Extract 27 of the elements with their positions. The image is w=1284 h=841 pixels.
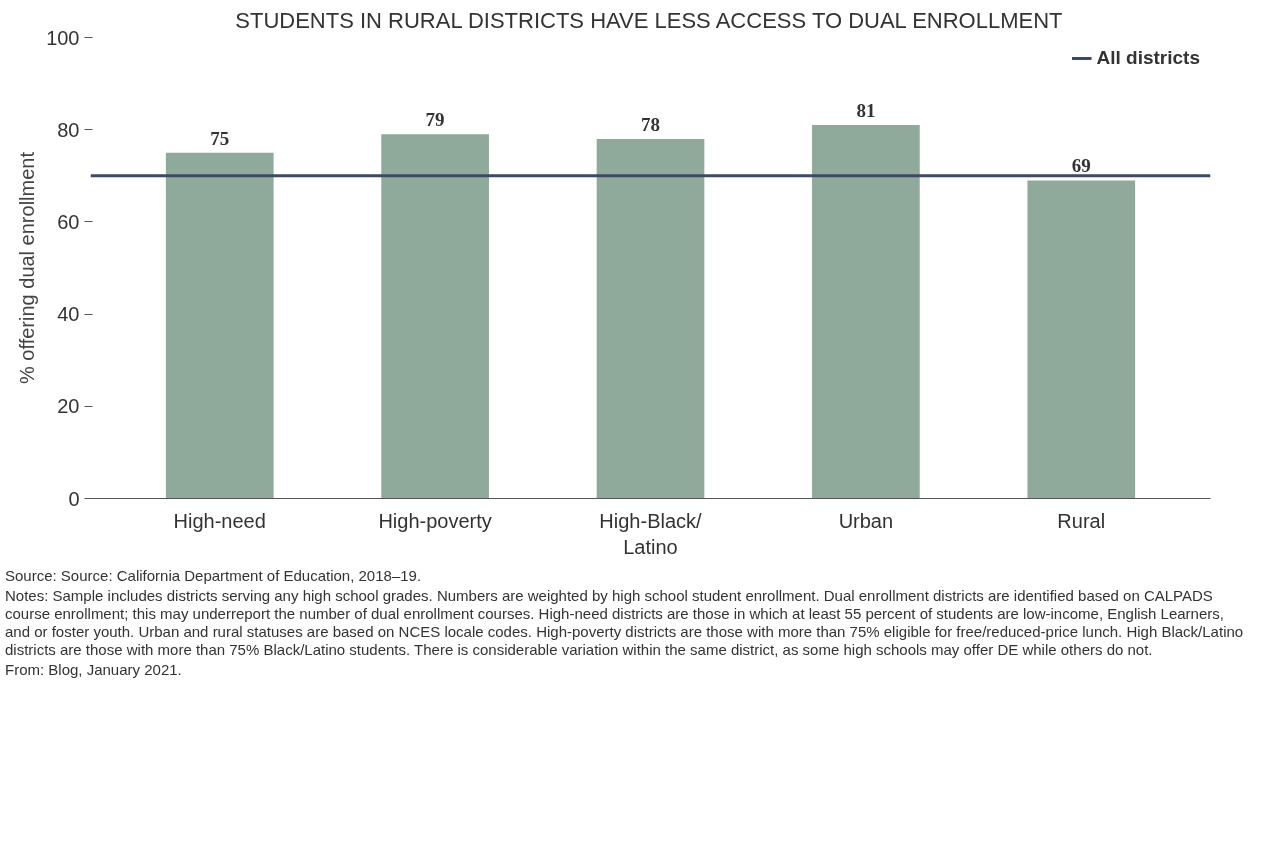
x-tick-label: High-poverty	[378, 509, 492, 532]
data-label: 78	[641, 113, 660, 135]
legend-label: All districts	[1096, 47, 1200, 69]
y-tick-label: 60	[57, 210, 80, 233]
y-tick-label: 0	[68, 487, 80, 510]
data-label: 81	[856, 100, 876, 122]
chart-title: STUDENTS IN RURAL DISTRICTS HAVE LESS ACCESS TO DUAL ENROLLMENT	[235, 7, 1063, 33]
text: From: Blog, January 2021.	[5, 661, 183, 679]
bar	[596, 138, 705, 499]
y-tick-label: 80	[57, 118, 80, 141]
data-label: 75	[210, 127, 230, 149]
x-tick-label: Urban	[838, 509, 894, 532]
data-label: 69	[1071, 155, 1091, 177]
source-note: Source: Source: California Department of Education, 2018–19.	[5, 567, 423, 585]
y-tick-label: 20	[57, 395, 80, 418]
data-label: 79	[425, 109, 445, 131]
bar	[165, 152, 274, 499]
bar	[812, 125, 920, 499]
bar	[1027, 180, 1136, 499]
text: Notes: Sample includes districts serving any high school grades. Numbers are weighted by high school student enrollment. Dual enrollment districts are identified based on CALPADS course enrollment; this may underreport the number of dual enrollment courses. High-need districts are those in which at least 55 percent of students are low-income, English Learners, and or foster youth. Urban and rural statuses are based on NCES locale codes. High-poverty districts are those with more than 75% eligible for free/reduced-price lunch. High Black/Latino districts are those with more than 75% Black/Latino students. There is considerable variation within the same district, as some high schools may offer DE while others do not.	[5, 587, 1245, 659]
x-tick-label: High-Black/Latino	[599, 509, 703, 558]
y-tick-label: 40	[57, 303, 80, 326]
x-tick-label: High-need	[173, 509, 266, 532]
y-axis-title: % offering dual enrollment	[16, 151, 39, 384]
x-tick-label: Rural	[1057, 509, 1106, 532]
bar	[381, 134, 489, 499]
y-tick-label: 100	[46, 26, 80, 49]
